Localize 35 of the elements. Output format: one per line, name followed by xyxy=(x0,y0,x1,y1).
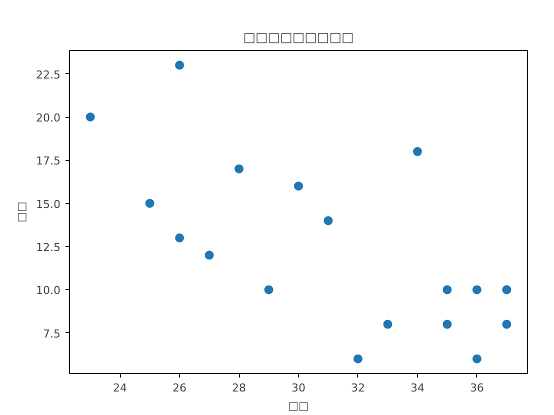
y-tick-label: 12.5 xyxy=(36,241,61,254)
point xyxy=(175,233,184,242)
x-axis-title: □□ xyxy=(288,400,309,412)
point xyxy=(383,320,392,329)
point xyxy=(145,198,154,208)
point xyxy=(234,164,244,174)
chart-title: □□□□□□□□□ xyxy=(243,30,354,46)
x-tick-label: 28 xyxy=(232,382,246,394)
point xyxy=(412,147,422,156)
y-axis-title: □□ xyxy=(15,202,28,222)
y-tick-label: 7.5 xyxy=(43,327,61,340)
y-tick-label: 22.5 xyxy=(36,68,61,82)
x-tick-label: 30 xyxy=(292,382,306,394)
point xyxy=(175,60,184,70)
x-tick-label: 24 xyxy=(113,382,128,394)
point xyxy=(324,216,333,226)
point xyxy=(502,320,512,329)
point xyxy=(86,112,95,122)
point xyxy=(353,354,362,364)
point xyxy=(264,285,274,294)
y-tick-label: 10.0 xyxy=(36,284,61,298)
point xyxy=(204,250,214,260)
point xyxy=(442,320,452,329)
point xyxy=(442,285,452,294)
y-tick-label: 15.0 xyxy=(36,198,61,211)
x-tick-label: 26 xyxy=(172,382,187,394)
x-tick-label: 32 xyxy=(350,382,365,394)
y-tick-label: 17.5 xyxy=(36,154,61,168)
y-tick-label: 20.0 xyxy=(36,112,61,124)
x-tick-label: 36 xyxy=(470,382,484,394)
x-tick-label: 34 xyxy=(410,382,424,394)
point xyxy=(472,354,482,364)
point xyxy=(294,182,303,191)
point xyxy=(472,285,482,294)
point xyxy=(502,285,512,294)
